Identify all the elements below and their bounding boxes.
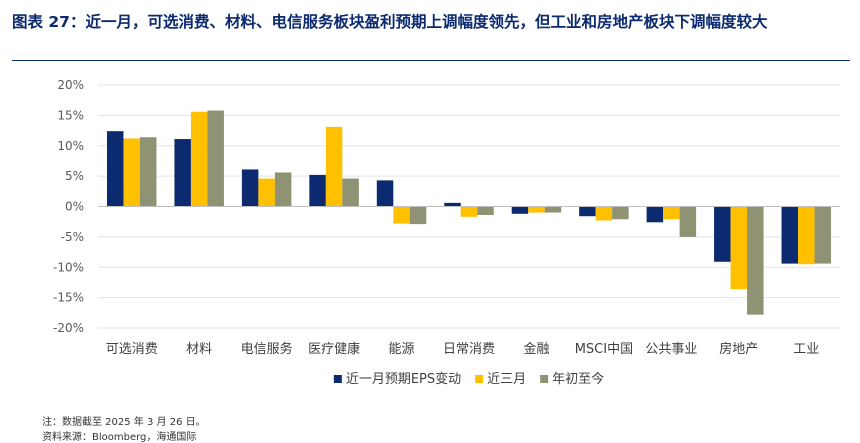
- y-tick-label: -15%: [53, 291, 84, 305]
- x-category-label: 医疗健康: [308, 341, 360, 357]
- bar: [612, 206, 629, 220]
- y-tick-label: -10%: [53, 260, 84, 274]
- bar: [730, 206, 748, 290]
- legend-label: 年初至今: [552, 371, 604, 387]
- bar: [444, 202, 461, 207]
- bar: [123, 138, 140, 207]
- bar: [274, 172, 292, 207]
- bar: [528, 206, 545, 213]
- y-tick-label: 10%: [57, 139, 84, 153]
- x-category-label: 日常消费: [443, 342, 495, 357]
- bar: [511, 206, 529, 214]
- bar: [679, 206, 697, 237]
- legend-label: 近三月: [487, 372, 526, 387]
- bar: [139, 137, 157, 207]
- bar: [258, 178, 275, 207]
- legend-label: 近一月预期EPS变动: [346, 371, 461, 387]
- bar: [325, 126, 343, 207]
- x-category-label: 能源: [389, 342, 415, 357]
- x-category-label: 可选消费: [106, 342, 158, 357]
- x-category-label: 公共事业: [645, 342, 697, 357]
- bar: [646, 206, 664, 223]
- legend-item: 近一月预期EPS变动: [333, 371, 461, 387]
- legend-item: 近三月: [475, 372, 526, 387]
- bars: [106, 110, 832, 315]
- bar: [714, 206, 731, 262]
- x-category-label: 金融: [523, 341, 549, 357]
- legend-swatch: [475, 375, 484, 383]
- legend: 近一月预期EPS变动 近三月 年初至今: [333, 371, 604, 387]
- bar: [798, 206, 815, 265]
- y-tick-label: 0%: [65, 200, 84, 214]
- figure-title: 图表 27：近一月，可选消费、材料、电信服务板块盈利预期上调幅度领先，但工业和房…: [12, 13, 768, 31]
- bar: [663, 206, 680, 220]
- y-tick-label: 20%: [57, 78, 84, 92]
- y-tick-label: -5%: [61, 230, 84, 244]
- bar: [544, 206, 562, 213]
- bar: [781, 206, 799, 264]
- bar: [393, 206, 410, 224]
- bar: [241, 169, 259, 207]
- y-axis-ticks: 20% 15% 10% 5% 0% -5% -10% -15% -20%: [53, 78, 84, 335]
- footnote: 注：数据截至 2025 年 3 月 26 日。: [42, 417, 206, 428]
- x-category-label: 材料: [186, 342, 212, 357]
- legend-item: 年初至今: [540, 371, 604, 387]
- bar: [174, 139, 191, 207]
- legend-swatch: [540, 375, 549, 383]
- bar: [106, 131, 124, 207]
- x-axis-categories: 可选消费 材料 电信服务 医疗健康 能源 日常消费 金融 MSCI中国 公共事业 房地产 工业: [106, 341, 820, 357]
- bar: [207, 110, 224, 207]
- x-category-label: 工业: [793, 342, 819, 357]
- x-category-label: 电信服务: [241, 341, 293, 357]
- bar: [309, 174, 326, 207]
- y-tick-label: 5%: [65, 169, 84, 183]
- y-tick-label: -20%: [53, 321, 84, 335]
- bar: [342, 178, 359, 207]
- bar: [747, 206, 764, 315]
- bar: [477, 206, 494, 216]
- bar: [190, 111, 208, 207]
- bar: [814, 206, 832, 264]
- legend-swatch: [333, 375, 342, 383]
- title-rule: [12, 60, 850, 61]
- x-category-label: 房地产: [719, 341, 758, 357]
- bar: [460, 206, 478, 217]
- bar: [376, 180, 394, 207]
- y-tick-label: 15%: [57, 108, 84, 122]
- x-category-label: MSCI中国: [575, 342, 633, 357]
- bar: [409, 206, 427, 225]
- bar: [579, 206, 596, 217]
- bar: [595, 206, 613, 221]
